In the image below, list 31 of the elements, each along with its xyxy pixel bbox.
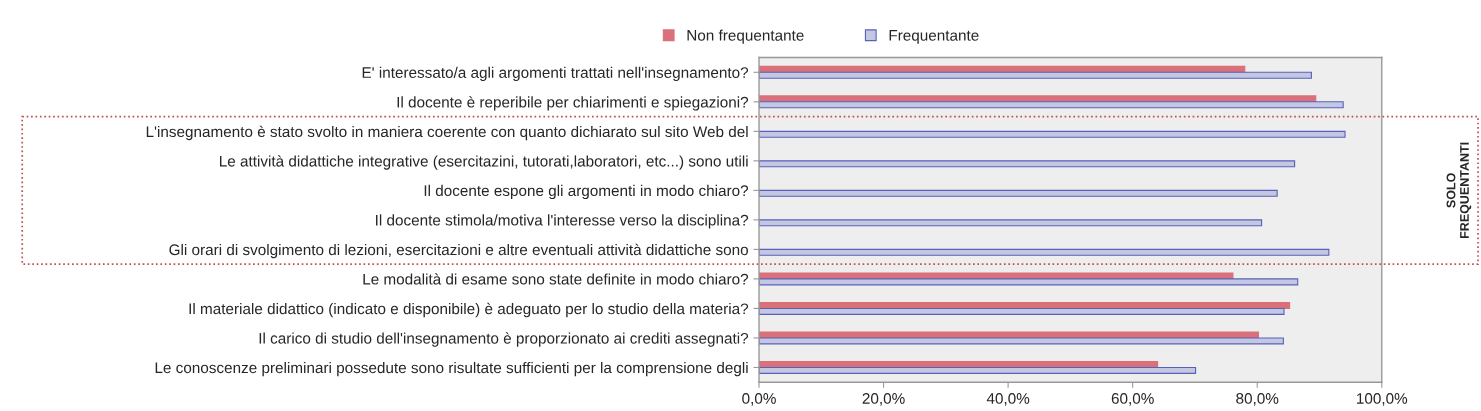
y-tick-label: Gli orari di svolgimento di lezioni, esercitazioni e altre eventuali attività didattiche sono [169, 243, 748, 259]
bar [759, 366, 1197, 374]
bar [759, 160, 1296, 168]
y-tick-label: L'insegnamento è stato svolto in maniera coerente con quanto dichiarato sul sito Web del [146, 125, 748, 141]
legend-label: Frequentante [889, 30, 979, 44]
x-tick-label: 40,0% [986, 393, 1030, 406]
y-tick-label: Il carico di studio dell'insegnamento è proporzionato ai crediti assegnati? [259, 332, 749, 347]
bar [759, 219, 1263, 227]
y-tick-label: Il docente è reperibile per chiarimenti e spiegazioni? [397, 96, 749, 111]
y-tick-label: Il docente espone gli argomenti in modo chiaro? [424, 184, 749, 200]
bar [759, 101, 1344, 109]
x-tick-label: 0,0% [742, 393, 776, 406]
bar [759, 337, 1284, 345]
x-tick-label: 80,0% [1236, 393, 1279, 406]
y-tick-label: Le attività didattiche integrative (esercitazini, tutorati,laboratori, etc...) sono utili [220, 155, 748, 170]
bar [759, 189, 1278, 197]
legend-label: Non frequentante [687, 29, 804, 44]
y-tick-label: Il docente stimola/motiva l'interesse verso la disciplina? [376, 214, 749, 229]
y-tick-label: Le modalità di esame sono state definite in modo chiaro? [363, 273, 749, 285]
bar [759, 248, 1330, 256]
bar [759, 307, 1285, 315]
x-tick-label: 20,0% [862, 393, 905, 406]
x-tick-label: 100,0% [1357, 393, 1408, 406]
y-tick-label: Il materiale didattico (indicato e disponibile) è adeguato per lo studio della materia? [189, 302, 749, 318]
bar [759, 71, 1312, 79]
text: SOLO FREQUENTANTI [1446, 142, 1472, 239]
bar [759, 130, 1346, 138]
bar [759, 278, 1299, 286]
x-tick-label: 60,0% [1111, 393, 1154, 406]
y-tick-label: Le conoscenze preliminari possedute sono risultate sufficienti per la comprensione degli [155, 361, 748, 377]
y-tick-label: E' interessato/a agli argomenti trattati nell'insegnamento? [362, 66, 749, 81]
